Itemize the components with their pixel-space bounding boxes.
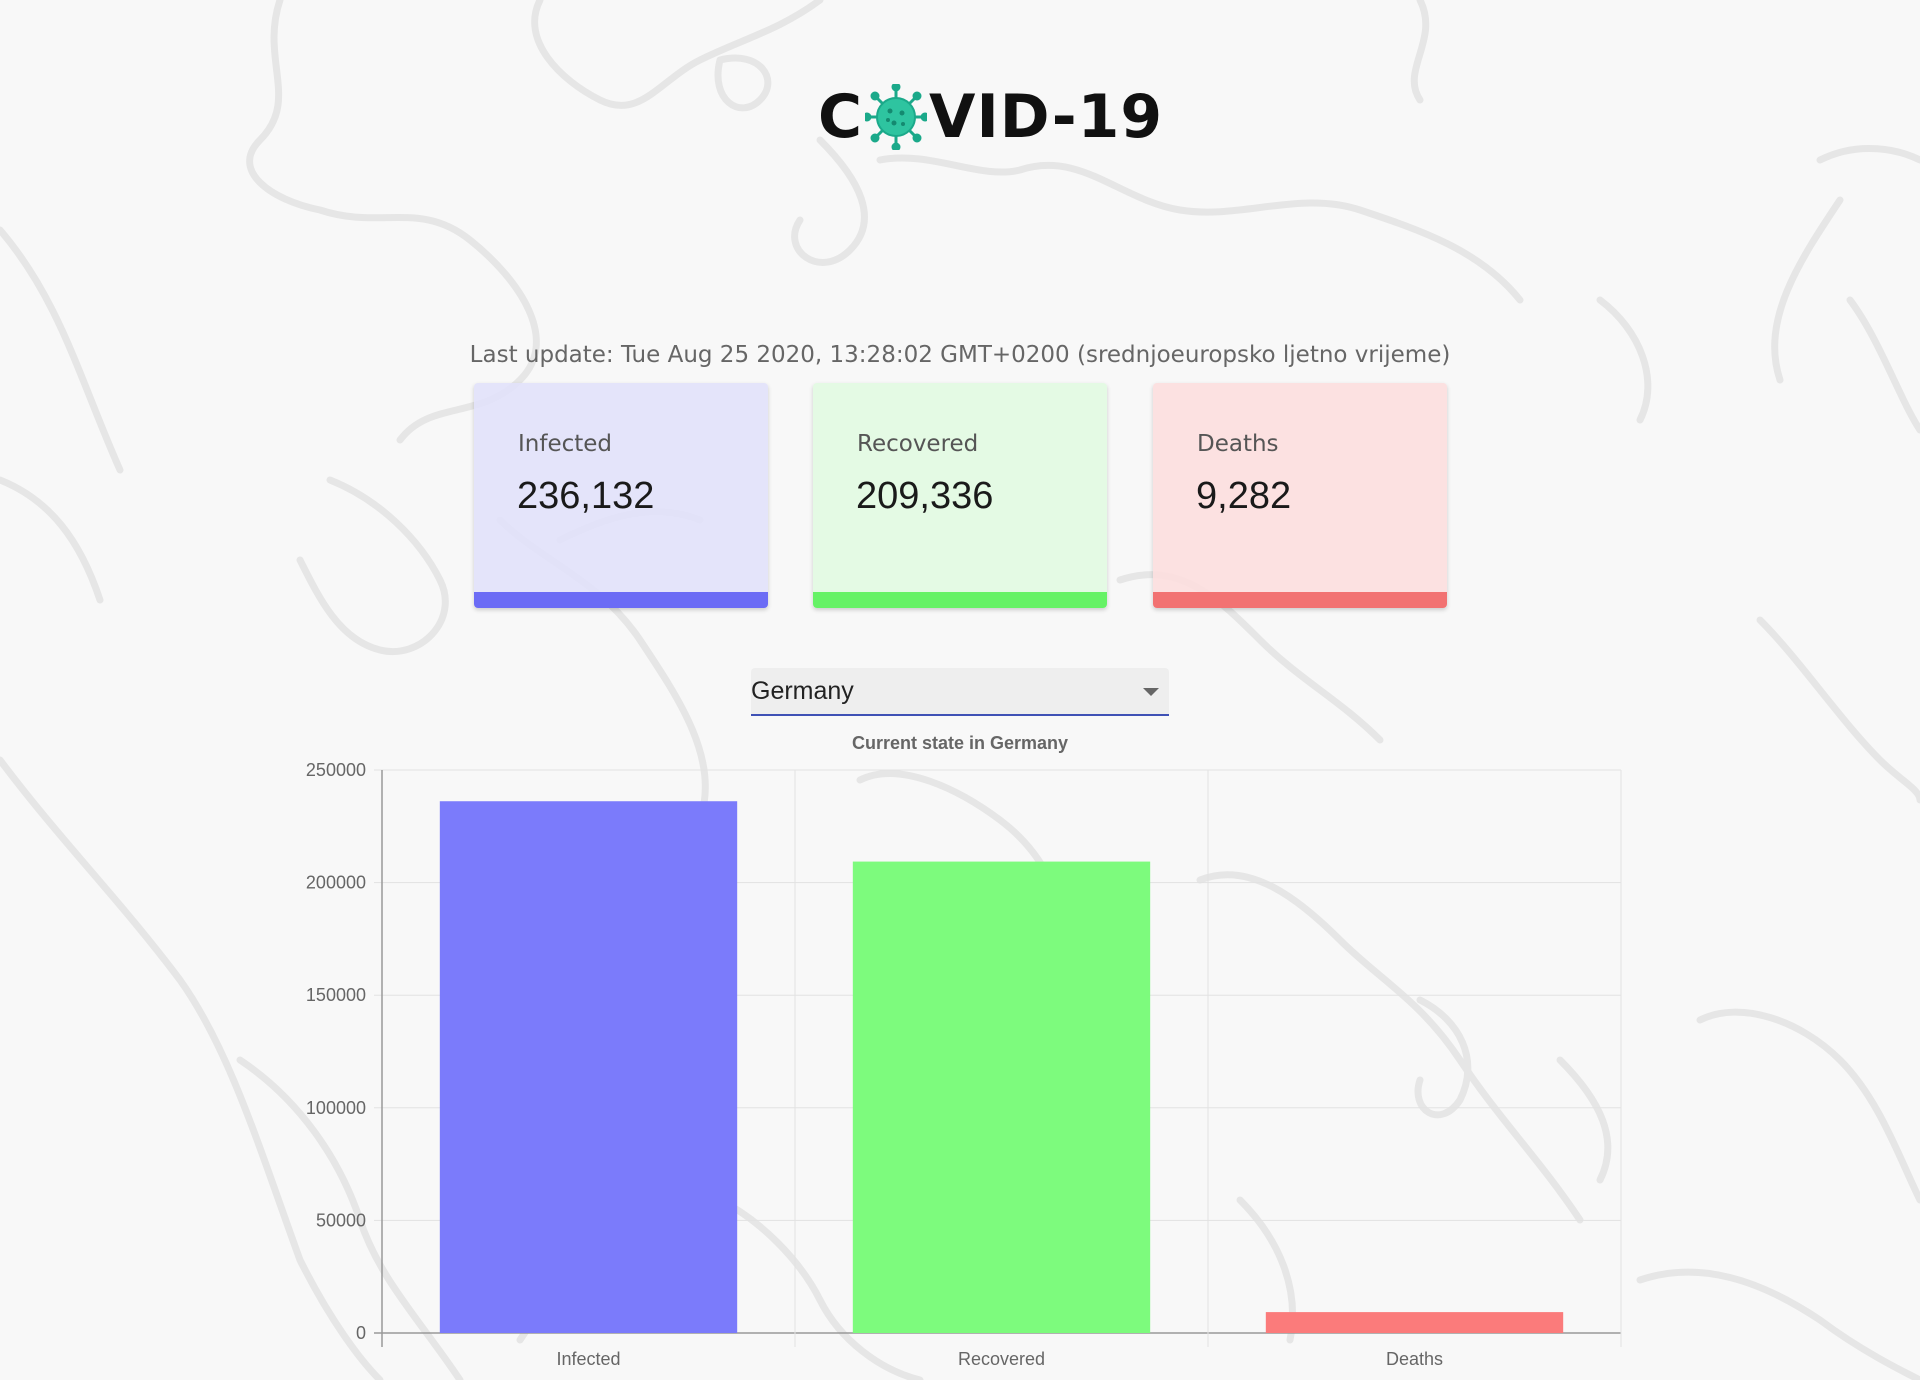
infected-label: Infected [518, 431, 613, 457]
country-select-value: Germany [751, 677, 854, 705]
y-tick-label: 100000 [306, 1098, 366, 1118]
chart-x-axis: Infected Recovered Deaths [556, 1349, 1443, 1369]
logo-text-end: VID-19 [929, 82, 1164, 152]
recovered-label: Recovered [857, 431, 979, 457]
recovered-card: Recovered 209,336 [813, 383, 1107, 608]
y-tick-label: 250000 [306, 760, 366, 780]
infected-card: Infected 236,132 [474, 383, 768, 608]
deaths-value: 9,282 [1196, 475, 1292, 517]
recovered-value: 209,336 [856, 475, 994, 517]
bar-recovered[interactable] [852, 861, 1151, 1333]
infected-value: 236,132 [517, 475, 655, 517]
y-tick-label: 0 [356, 1323, 366, 1343]
country-select[interactable]: Germany [751, 668, 1169, 716]
recovered-color-bar [813, 592, 1107, 608]
x-tick-label: Recovered [958, 1349, 1045, 1369]
deaths-label: Deaths [1197, 431, 1279, 457]
logo-text-start: C [818, 82, 864, 152]
y-tick-label: 50000 [316, 1210, 366, 1230]
bar-infected[interactable] [439, 801, 738, 1333]
x-tick-label: Infected [556, 1349, 620, 1369]
app-logo: C VID-19 [818, 82, 1163, 152]
chart-y-axis: 0 50000 100000 150000 200000 250000 [306, 760, 366, 1343]
last-update-text: Last update: Tue Aug 25 2020, 13:28:02 G… [469, 342, 1451, 368]
chart-title: Current state in Germany [852, 733, 1068, 753]
y-tick-label: 150000 [306, 985, 366, 1005]
deaths-color-bar [1153, 592, 1447, 608]
y-tick-label: 200000 [306, 873, 366, 893]
chevron-down-icon[interactable] [1143, 688, 1159, 696]
chart-bars [439, 801, 1564, 1333]
virus-icon [865, 84, 928, 150]
x-tick-label: Deaths [1386, 1349, 1443, 1369]
bar-deaths[interactable] [1265, 1312, 1564, 1333]
deaths-card: Deaths 9,282 [1153, 383, 1447, 608]
infected-color-bar [474, 592, 768, 608]
